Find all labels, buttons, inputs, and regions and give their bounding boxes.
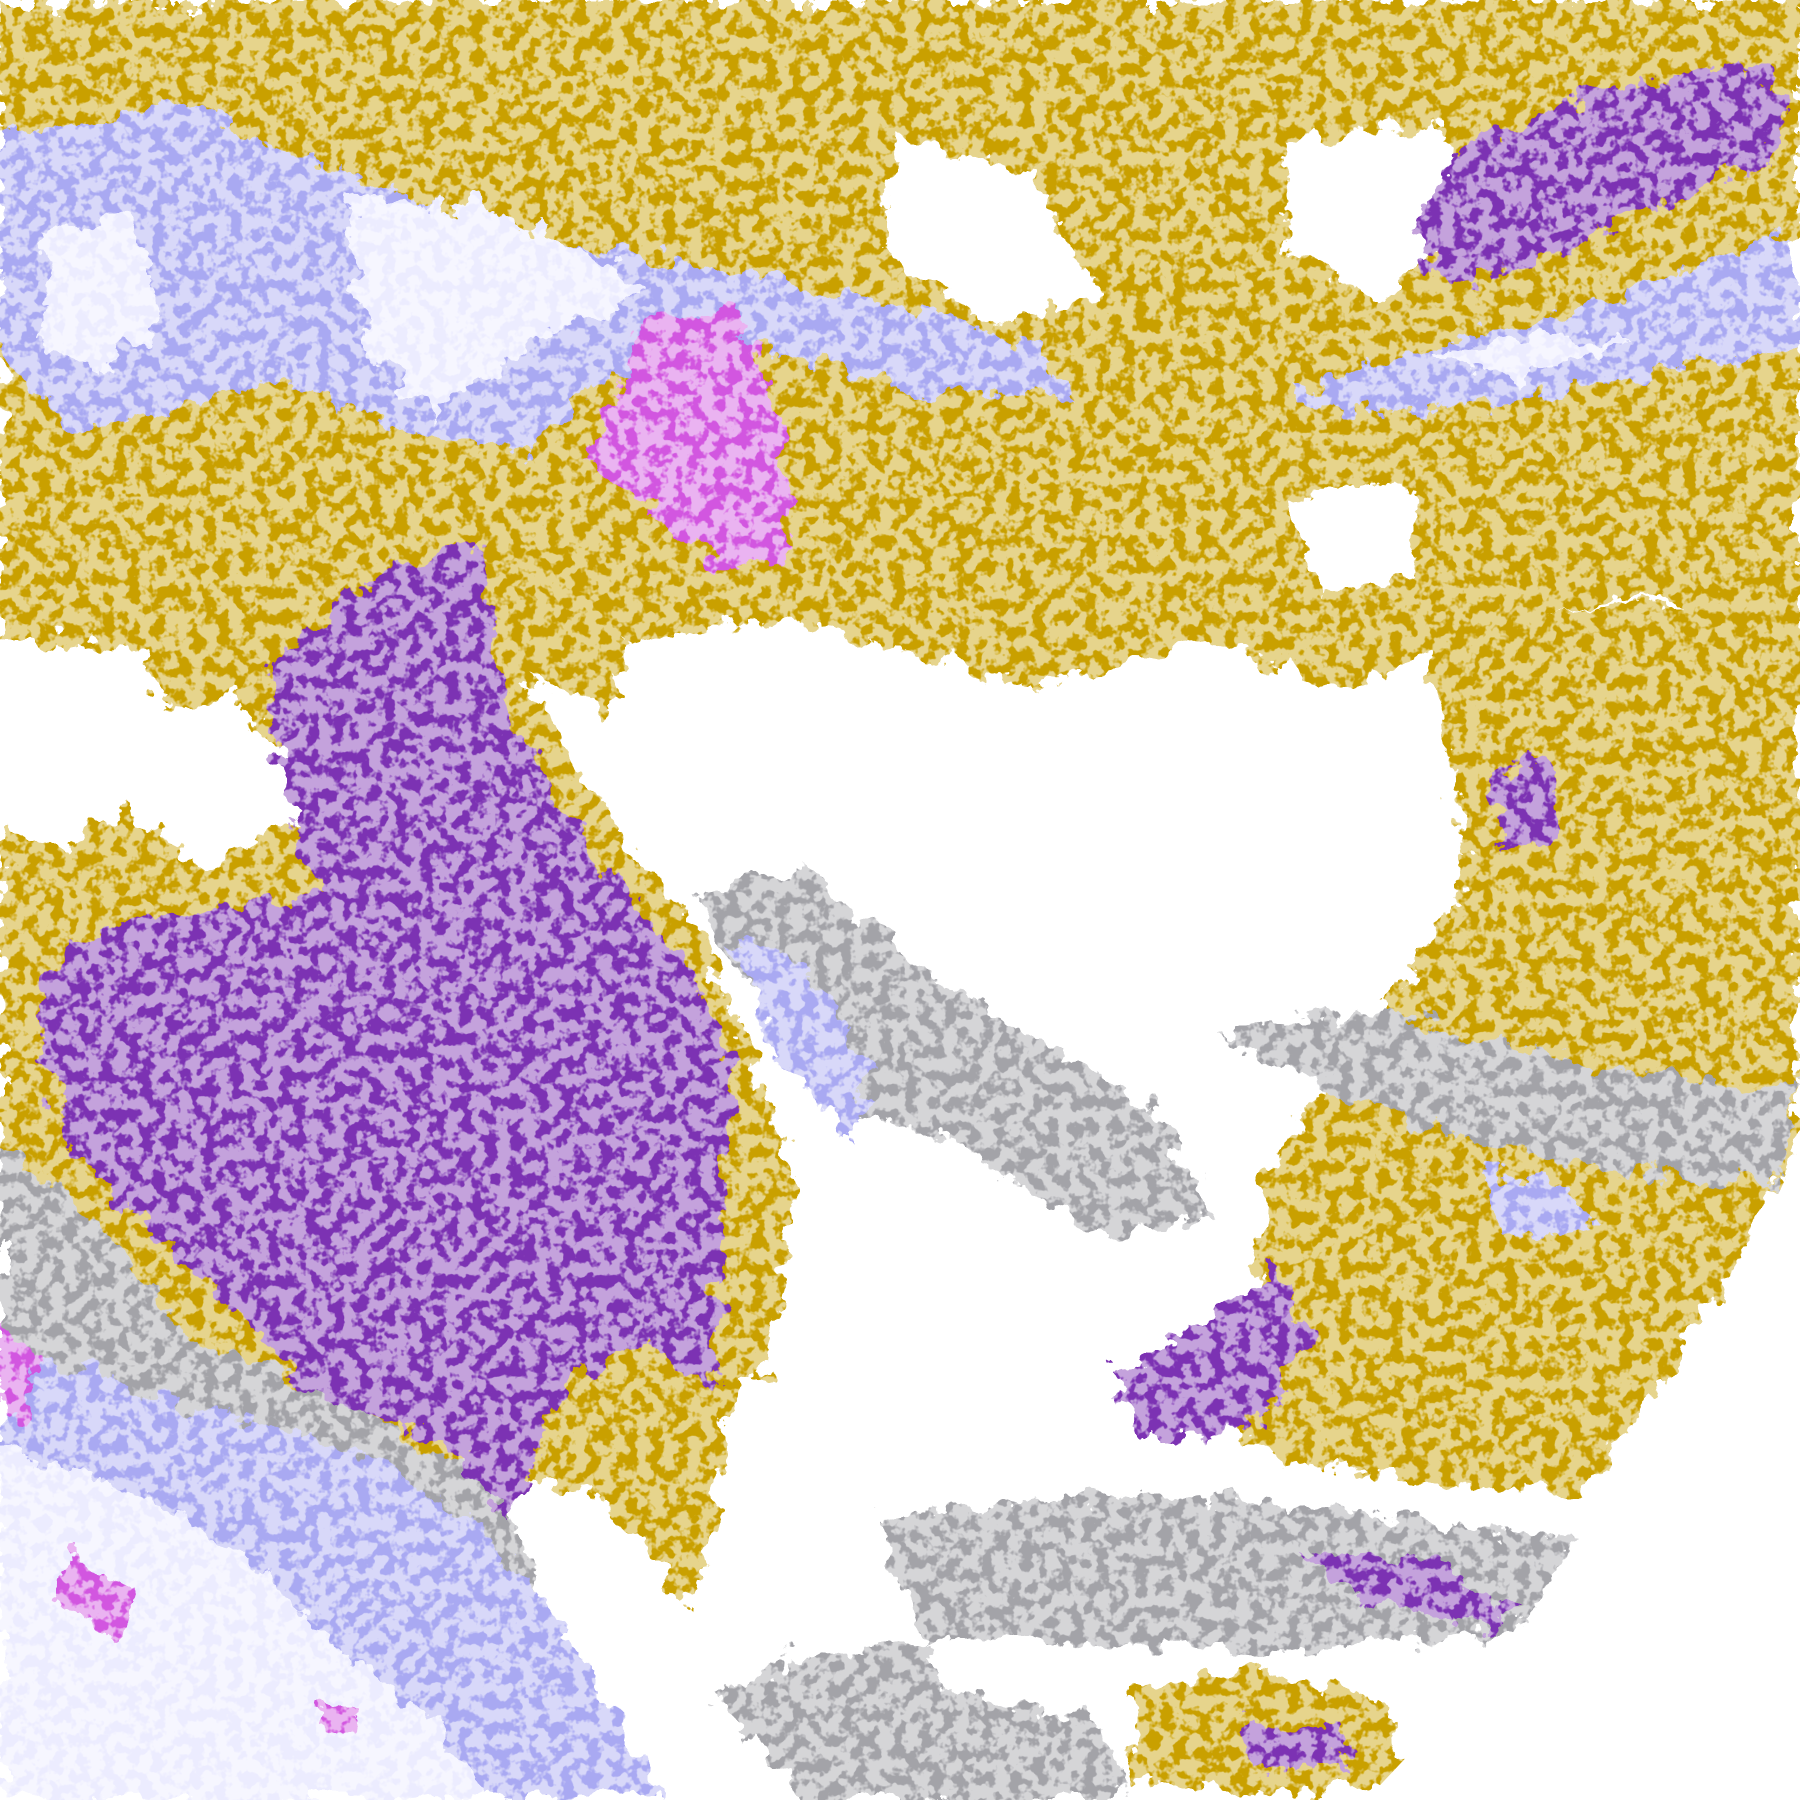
no-data-corner [1366, 1147, 1800, 1800]
